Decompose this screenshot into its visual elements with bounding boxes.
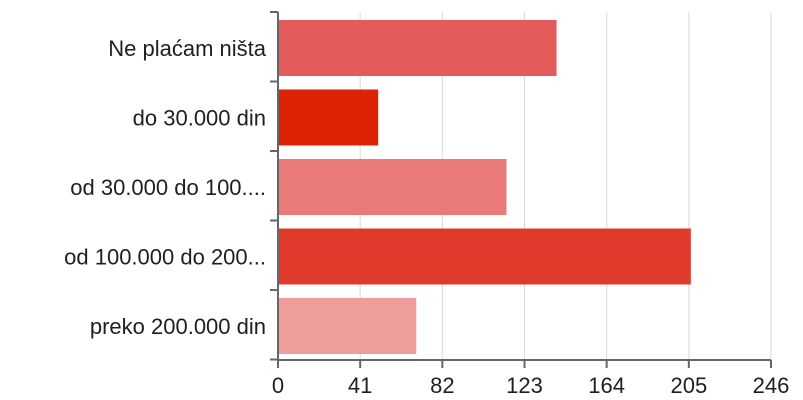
bar <box>278 159 507 215</box>
category-label: od 100.000 do 200... <box>64 245 266 270</box>
x-tick-label: 41 <box>348 373 372 398</box>
bar <box>278 89 379 146</box>
x-tick-label: 164 <box>588 373 625 398</box>
x-tick-label: 246 <box>753 373 790 398</box>
category-label: do 30.000 din <box>133 106 266 131</box>
axis-layer <box>270 11 772 368</box>
bar <box>278 20 557 76</box>
bar <box>278 298 417 354</box>
x-tick-label: 123 <box>506 373 543 398</box>
category-label: Ne plaćam ništa <box>108 36 267 61</box>
x-tick-label: 0 <box>272 373 284 398</box>
bars-layer <box>278 20 691 354</box>
x-tick-label: 205 <box>670 373 707 398</box>
category-label: od 30.000 do 100.... <box>70 175 266 200</box>
x-tick-label: 82 <box>430 373 454 398</box>
category-label: preko 200.000 din <box>90 314 266 339</box>
bar <box>278 228 691 285</box>
labels-layer: Ne plaćam ništa do 30.000 din od 30.000 do… <box>64 36 789 398</box>
